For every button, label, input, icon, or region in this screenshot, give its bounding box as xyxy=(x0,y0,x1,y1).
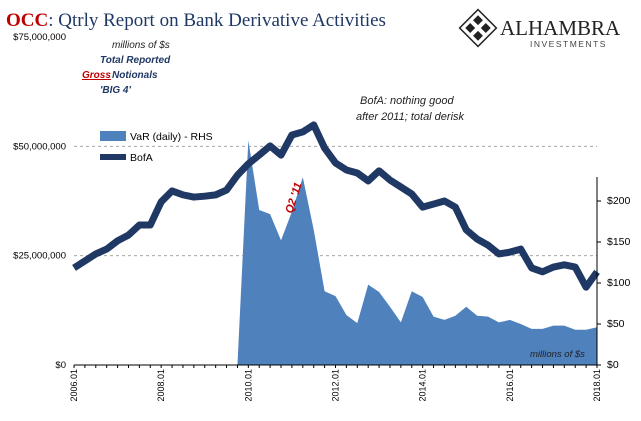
x-tick-label: 2014.01 xyxy=(418,369,428,402)
y2-tick-label: $200 xyxy=(607,195,631,207)
logo-icon xyxy=(458,8,498,48)
annotation: millions of $s xyxy=(112,40,170,51)
annotation: Total Reported xyxy=(100,55,171,66)
x-tick-label: 2010.01 xyxy=(243,369,253,402)
x-tick-label: 2012.01 xyxy=(331,369,341,402)
annotation: after 2011; total derisk xyxy=(356,111,465,123)
annotation: 'BIG 4' xyxy=(100,85,131,96)
annotation: Gross xyxy=(82,70,111,81)
x-tick-label: 2008.01 xyxy=(156,369,166,402)
title-highlight: OCC xyxy=(6,10,48,31)
title-rest: : Qtrly Report on Bank Derivative Activi… xyxy=(48,10,386,31)
y2-tick-label: $100 xyxy=(607,277,631,289)
y-tick-label: $75,000,000 xyxy=(13,32,66,43)
area xyxy=(237,140,597,365)
y-tick-label: $25,000,000 xyxy=(13,251,66,262)
line xyxy=(72,121,600,291)
y-tick-label: $0 xyxy=(55,360,66,371)
legend-swatch xyxy=(100,131,126,141)
y2-tick-label: $150 xyxy=(607,236,631,248)
annotation: BofA: nothing good xyxy=(360,95,454,107)
y2-tick-label: $0 xyxy=(607,359,619,371)
y2-tick-label: $50 xyxy=(607,318,625,330)
logo: ALHAMBRA INVESTMENTS xyxy=(458,8,621,49)
annotation: millions of $s xyxy=(530,349,585,360)
legend-label: BofA xyxy=(130,152,153,164)
x-tick-label: 2016.01 xyxy=(505,369,515,402)
x-tick-label: 2018.01 xyxy=(592,369,602,402)
logo-sub: INVESTMENTS xyxy=(530,39,607,49)
chart-title: OCC: Qtrly Report on Bank Derivative Act… xyxy=(6,10,386,31)
y-tick-label: $50,000,000 xyxy=(13,141,66,152)
annotation: Notionals xyxy=(112,70,158,81)
logo-name: ALHAMBRA xyxy=(500,16,621,40)
legend-label: VaR (daily) - RHS xyxy=(130,131,213,143)
x-tick-label: 2006.01 xyxy=(69,369,79,402)
